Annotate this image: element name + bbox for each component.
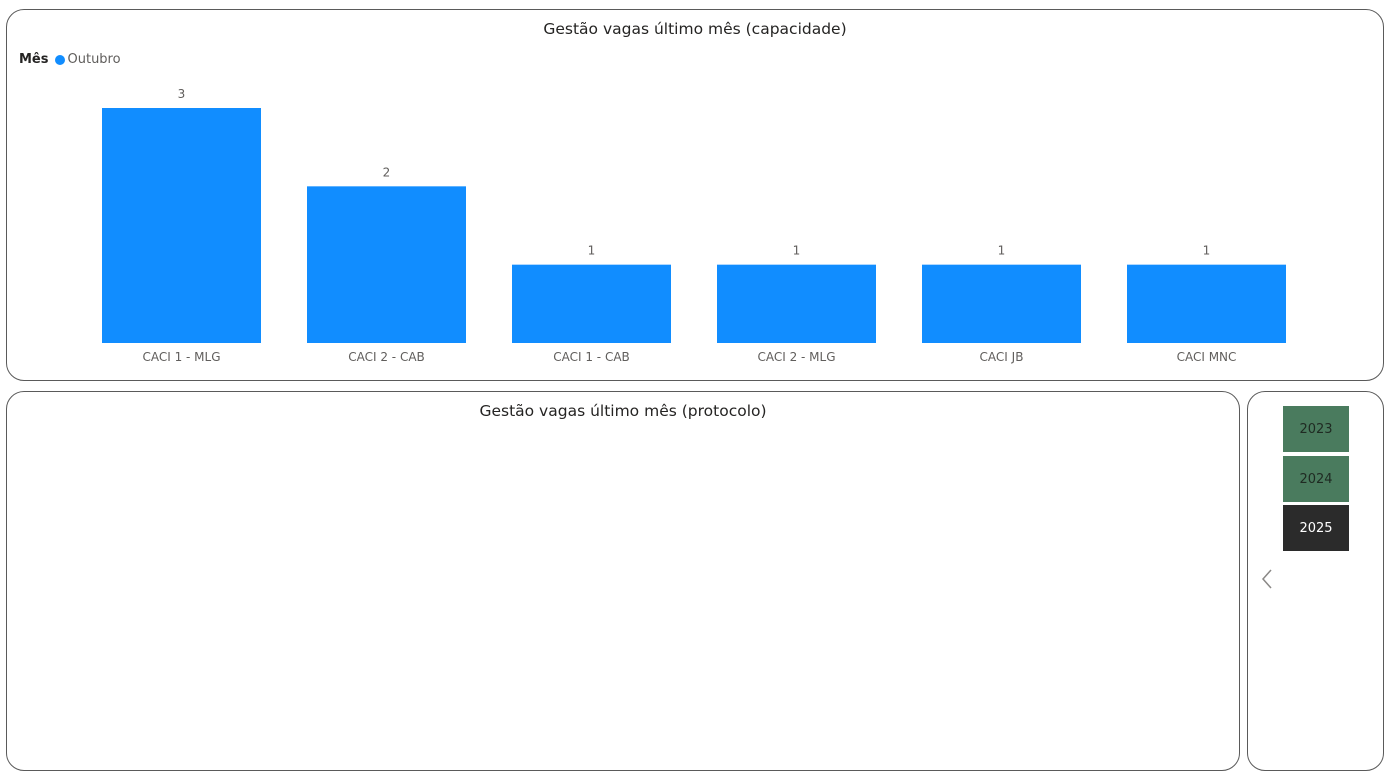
category-label-3: CACI 1 - CAB bbox=[553, 350, 630, 364]
category-label-6: CACI MNC bbox=[1177, 350, 1237, 364]
data-label-4: 1 bbox=[793, 244, 801, 258]
bar-6[interactable] bbox=[1127, 264, 1286, 343]
year-button-2023[interactable]: 2023 bbox=[1283, 406, 1349, 452]
bar-2[interactable] bbox=[307, 186, 466, 343]
chart-legend: Mês Outubro bbox=[19, 52, 121, 67]
bar-5[interactable] bbox=[922, 264, 1081, 343]
chevron-left-icon[interactable] bbox=[1260, 567, 1276, 591]
legend-entry-outubro[interactable]: Outubro bbox=[67, 52, 121, 67]
bar-3[interactable] bbox=[512, 264, 671, 343]
category-label-2: CACI 2 - CAB bbox=[348, 350, 425, 364]
data-label-2: 2 bbox=[383, 165, 391, 179]
bar-chart: 3 CACI 1 - MLG 2 CACI 2 - CAB 1 CACI 1 - CAB 1… bbox=[102, 87, 1286, 364]
protocolo-chart-title: Gestão vagas último mês (protocolo) bbox=[479, 402, 767, 420]
legend-title: Mês bbox=[19, 52, 49, 67]
capacidade-chart-title: Gestão vagas último mês (capacidade) bbox=[543, 20, 847, 38]
year-slicer-panel: 2023 2024 2025 bbox=[1247, 391, 1384, 771]
data-label-6: 1 bbox=[1203, 244, 1211, 258]
capacidade-chart-panel[interactable]: Gestão vagas último mês (capacidade) Mês… bbox=[6, 9, 1384, 381]
year-button-2025[interactable]: 2025 bbox=[1283, 505, 1349, 551]
data-label-1: 3 bbox=[178, 87, 186, 101]
data-label-5: 1 bbox=[998, 244, 1006, 258]
protocolo-chart-panel[interactable]: Gestão vagas último mês (protocolo) bbox=[6, 391, 1240, 771]
category-label-1: CACI 1 - MLG bbox=[142, 350, 220, 364]
data-label-3: 1 bbox=[588, 244, 596, 258]
year-button-2024[interactable]: 2024 bbox=[1283, 456, 1349, 502]
legend-dot-icon bbox=[54, 54, 65, 65]
bar-4[interactable] bbox=[717, 264, 876, 343]
category-label-4: CACI 2 - MLG bbox=[757, 350, 835, 364]
category-label-5: CACI JB bbox=[980, 350, 1024, 364]
bar-1[interactable] bbox=[102, 108, 261, 343]
